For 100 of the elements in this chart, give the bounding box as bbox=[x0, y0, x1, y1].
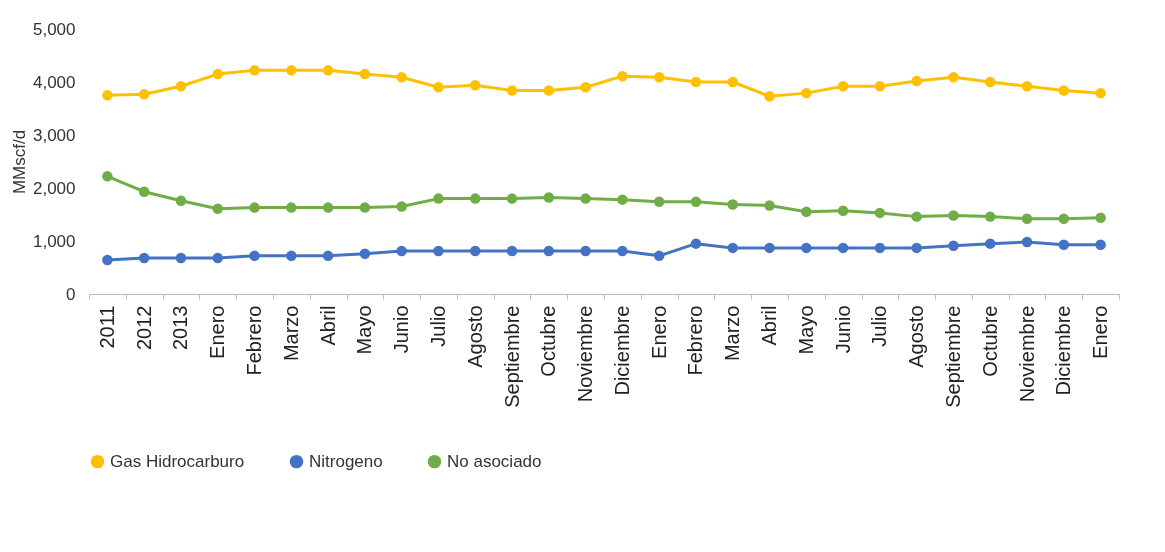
point bbox=[837, 205, 849, 217]
point bbox=[212, 252, 223, 264]
point bbox=[1095, 239, 1106, 250]
point bbox=[249, 65, 260, 76]
point bbox=[1058, 213, 1070, 224]
x-tick-label: Diciembre bbox=[1052, 305, 1075, 396]
point bbox=[580, 193, 591, 204]
y-tick-label: 0 bbox=[66, 284, 76, 304]
x-tick-label: Febrero bbox=[684, 305, 707, 376]
x-tick-label: Marzo bbox=[721, 305, 744, 362]
point bbox=[764, 242, 775, 254]
point bbox=[727, 76, 738, 88]
point bbox=[801, 206, 812, 218]
point bbox=[653, 250, 665, 262]
point bbox=[1058, 239, 1070, 250]
point bbox=[653, 196, 665, 208]
point bbox=[690, 76, 702, 88]
point bbox=[102, 254, 113, 266]
x-tick-label: Enero bbox=[647, 305, 670, 359]
point bbox=[837, 81, 849, 92]
point bbox=[801, 242, 812, 254]
point bbox=[543, 245, 555, 257]
point bbox=[1021, 81, 1033, 92]
point bbox=[470, 193, 481, 204]
point bbox=[764, 200, 775, 211]
point bbox=[948, 240, 959, 251]
point bbox=[138, 252, 150, 264]
point bbox=[985, 211, 996, 222]
x-tick-label: Mayo bbox=[794, 305, 817, 355]
point bbox=[1021, 213, 1033, 224]
x-tick-label: 2011 bbox=[95, 305, 118, 349]
point bbox=[874, 242, 886, 254]
point bbox=[911, 242, 922, 254]
point bbox=[837, 242, 849, 254]
point bbox=[580, 82, 591, 93]
point bbox=[617, 70, 628, 82]
point bbox=[138, 186, 150, 197]
x-tick-label: Julio bbox=[426, 305, 449, 347]
x-tick-label: Octubre bbox=[537, 305, 560, 377]
point bbox=[212, 68, 223, 80]
point bbox=[580, 245, 591, 257]
point bbox=[764, 91, 775, 102]
point bbox=[801, 87, 812, 99]
x-tick-label: Enero bbox=[206, 305, 229, 359]
point bbox=[433, 245, 444, 257]
point bbox=[874, 207, 886, 219]
point bbox=[359, 248, 371, 259]
x-tick-label: Septiembre bbox=[941, 305, 964, 408]
point bbox=[470, 245, 481, 257]
point bbox=[212, 203, 223, 214]
x-tick-label: Abril bbox=[758, 305, 781, 346]
point bbox=[985, 76, 996, 88]
x-tick-label: Noviembre bbox=[1015, 305, 1038, 403]
y-tick-label: 3,000 bbox=[32, 125, 76, 145]
point bbox=[470, 79, 481, 91]
x-tick-label: Enero bbox=[1089, 305, 1112, 359]
point bbox=[506, 193, 518, 204]
point bbox=[727, 242, 738, 254]
point bbox=[102, 90, 113, 101]
point bbox=[286, 202, 297, 213]
point bbox=[543, 192, 555, 203]
x-tick-label: Octubre bbox=[978, 305, 1001, 377]
x-tick-label: Agosto bbox=[905, 305, 928, 368]
x-tick-label: Marzo bbox=[279, 305, 302, 362]
point bbox=[175, 195, 187, 206]
x-tick-label: Febrero bbox=[243, 305, 266, 376]
point bbox=[911, 75, 922, 87]
point bbox=[175, 81, 187, 92]
point bbox=[690, 196, 702, 208]
point bbox=[175, 252, 187, 264]
point bbox=[911, 211, 922, 222]
point bbox=[948, 72, 959, 83]
point bbox=[1021, 236, 1033, 248]
y-tick-label: 4,000 bbox=[32, 72, 76, 92]
x-tick-label: Septiembre bbox=[500, 305, 523, 408]
x-tick-label: Julio bbox=[868, 305, 891, 347]
point bbox=[102, 171, 113, 182]
point bbox=[396, 72, 407, 83]
point bbox=[506, 85, 518, 96]
x-tick-label: Noviembre bbox=[574, 305, 597, 403]
point bbox=[617, 245, 628, 257]
point bbox=[433, 193, 444, 204]
x-tick-label: 2013 bbox=[169, 305, 192, 350]
x-tick-label: Mayo bbox=[353, 305, 376, 355]
point bbox=[138, 88, 150, 100]
x-tick-label: Junio bbox=[831, 305, 854, 354]
point bbox=[985, 238, 996, 249]
point bbox=[322, 65, 334, 76]
y-axis-title: MMscf/d bbox=[9, 129, 29, 195]
point bbox=[359, 68, 371, 80]
point bbox=[617, 194, 628, 205]
point bbox=[433, 82, 444, 93]
point bbox=[948, 210, 959, 221]
point bbox=[322, 250, 334, 262]
point bbox=[727, 199, 738, 210]
x-tick-label: Abril bbox=[316, 305, 339, 346]
point bbox=[1058, 85, 1070, 96]
point bbox=[543, 85, 555, 96]
point bbox=[249, 250, 260, 262]
point bbox=[690, 238, 702, 249]
